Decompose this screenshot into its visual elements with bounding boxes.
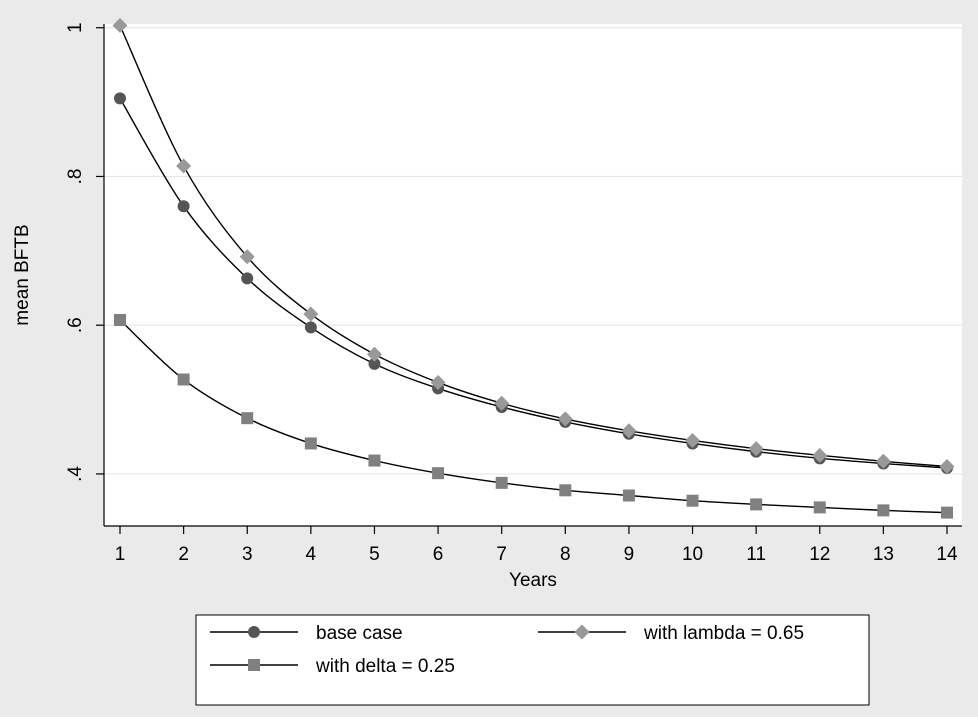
y-axis-title: mean BFTB [12,224,33,325]
data-point [939,459,955,475]
y-tick-label: .6 [65,317,86,333]
data-point [495,476,508,489]
legend-item: with delta = 0.25 [210,656,455,677]
legend-marker [248,659,260,671]
x-tick-label: 10 [682,544,703,565]
data-point [494,395,510,411]
series-square [114,313,953,519]
x-tick-label: 2 [178,544,189,565]
x-tick-label: 8 [560,544,571,565]
legend-label: base case [316,623,403,644]
legend-label: with lambda = 0.65 [643,623,804,644]
data-point [366,346,382,362]
data-point [177,200,190,213]
data-point [813,501,826,514]
x-axis-title: Years [509,570,557,591]
series-line [119,98,948,469]
data-point [368,454,381,467]
legend-items: base case with lambda = 0.65 with delta = … [210,623,804,677]
data-point [621,423,637,439]
x-tick-label: 1 [115,544,126,565]
x-tick-label: 4 [306,544,317,565]
legend-marker [574,624,590,640]
y-tick-label: .8 [65,169,86,185]
data-point [241,412,254,425]
y-tick-label: 1 [65,22,86,33]
x-tick-label: 9 [624,544,635,565]
data-point [748,441,764,457]
x-tick-label: 5 [369,544,380,565]
x-tick-label: 6 [433,544,444,565]
legend-label: with delta = 0.25 [315,656,455,677]
data-point [750,498,763,511]
data-point [239,249,255,265]
x-tick-label: 3 [242,544,253,565]
x-tick-label: 12 [809,544,830,565]
data-point [812,447,828,463]
data-point [877,504,890,517]
data-point [304,437,317,450]
y-tick-label: .4 [65,466,86,482]
x-tick-label: 14 [936,544,958,565]
data-point [685,432,701,448]
data-point [941,506,953,519]
data-point [114,92,126,105]
x-tick-label: 11 [746,544,766,565]
data-point [875,453,891,469]
data-point [557,411,573,427]
data-point [304,321,317,334]
data-point [559,484,572,497]
data-point [241,272,254,285]
legend-box [195,614,870,706]
data-point [112,17,128,33]
grid [104,27,962,475]
data-point [303,306,319,322]
data-point [430,374,446,390]
x-tick-label: 13 [873,544,894,565]
legend-item: with lambda = 0.65 [538,623,804,644]
data-point [368,357,381,370]
data-point [177,373,190,386]
plot-area [104,24,962,526]
data-point [622,489,635,502]
ticks: .4.6.811 2 3 4 5 6 7 8 9 10 11 12 13 14 [65,22,958,565]
data-point [114,313,126,326]
legend-item: base case [210,623,403,644]
data-point [176,158,192,174]
legend: base case with lambda = 0.65 with delta = … [195,614,870,706]
data-point [432,467,445,480]
x-tick-label: 7 [496,544,507,565]
series [112,17,955,519]
series-diamond [112,17,955,475]
legend-marker [248,626,260,638]
data-point [686,494,699,507]
